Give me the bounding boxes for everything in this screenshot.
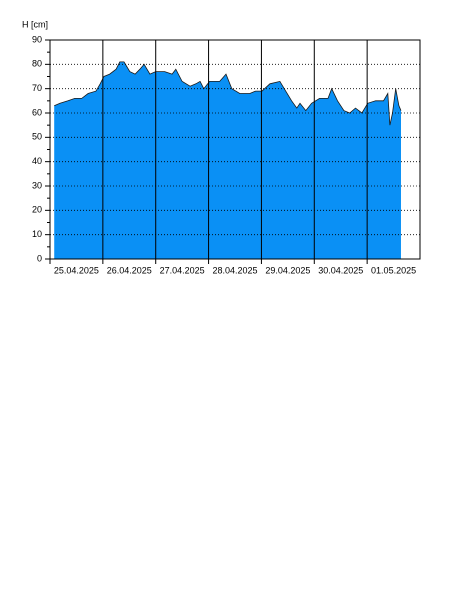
y-tick-label: 20 bbox=[32, 205, 42, 215]
y-tick-label: 70 bbox=[32, 83, 42, 93]
y-axis-label: H [cm] bbox=[22, 19, 48, 29]
plot-border bbox=[49, 39, 421, 260]
x-tick-label: 25.04.2025 bbox=[54, 265, 99, 275]
area bbox=[54, 61, 401, 260]
x-tick-label: 29.04.2025 bbox=[265, 265, 310, 275]
x-tick-label: 30.04.2025 bbox=[318, 265, 363, 275]
y-tick-label: 50 bbox=[32, 132, 42, 142]
x-tick-label: 26.04.2025 bbox=[107, 265, 152, 275]
y-tick-label: 60 bbox=[32, 107, 42, 117]
y-tick-label: 30 bbox=[32, 180, 42, 190]
x-tick-label: 28.04.2025 bbox=[212, 265, 257, 275]
x-tick-label: 27.04.2025 bbox=[160, 265, 205, 275]
y-tick-label: 40 bbox=[32, 156, 42, 166]
y-tick-label: 90 bbox=[32, 34, 42, 44]
y-tick-label: 80 bbox=[32, 59, 42, 69]
y-tick-label: 0 bbox=[37, 253, 42, 263]
area-outline bbox=[54, 61, 402, 126]
x-tick-label: 01.05.2025 bbox=[371, 265, 416, 275]
y-tick-label: 10 bbox=[32, 229, 42, 239]
